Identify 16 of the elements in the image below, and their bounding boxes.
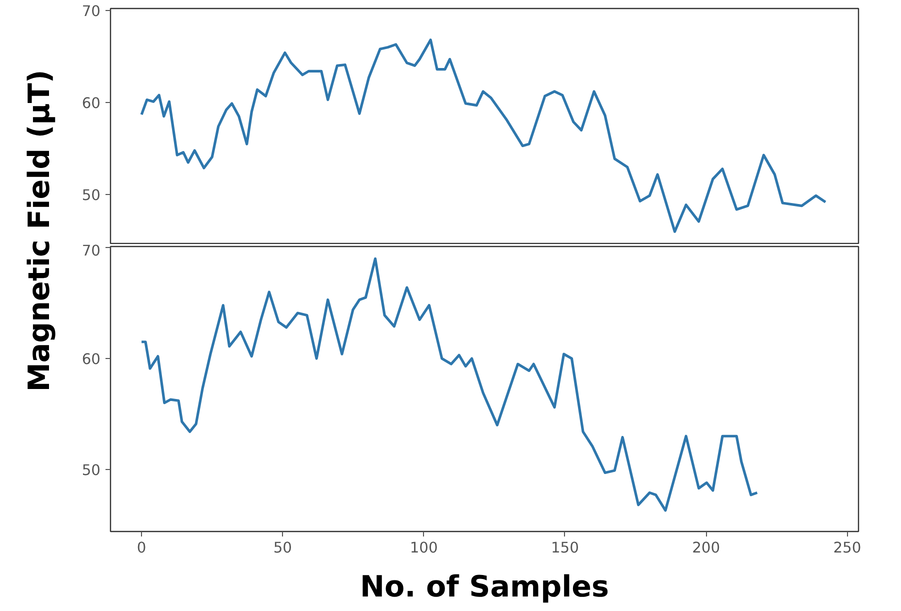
x-tick-label: 100 [410,540,438,556]
line-series [140,257,758,512]
y-axis-title: Magnetic Field (μT) [22,70,56,392]
x-tick-label: 150 [550,540,579,556]
y-tick-label: 70 [82,242,101,260]
line-series [140,38,827,233]
x-tick-label: 0 [136,540,146,556]
x-tick-label: 250 [833,540,862,556]
x-axis-title: No. of Samples [360,570,610,604]
y-tick-label: 70 [82,2,101,20]
x-tick-label: 200 [692,540,720,556]
y-tick-label: 50 [82,462,101,479]
x-tick-label: 50 [273,540,292,556]
y-tick-label: 50 [82,187,101,204]
y-tick-label: 60 [82,95,101,112]
y-tick-label: 60 [82,351,101,368]
